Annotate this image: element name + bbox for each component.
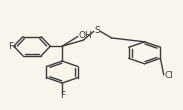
Text: OH: OH [79,31,92,40]
Text: F: F [60,91,65,100]
Text: Cl: Cl [165,71,173,80]
Text: S: S [94,26,100,35]
Text: F: F [8,42,14,51]
